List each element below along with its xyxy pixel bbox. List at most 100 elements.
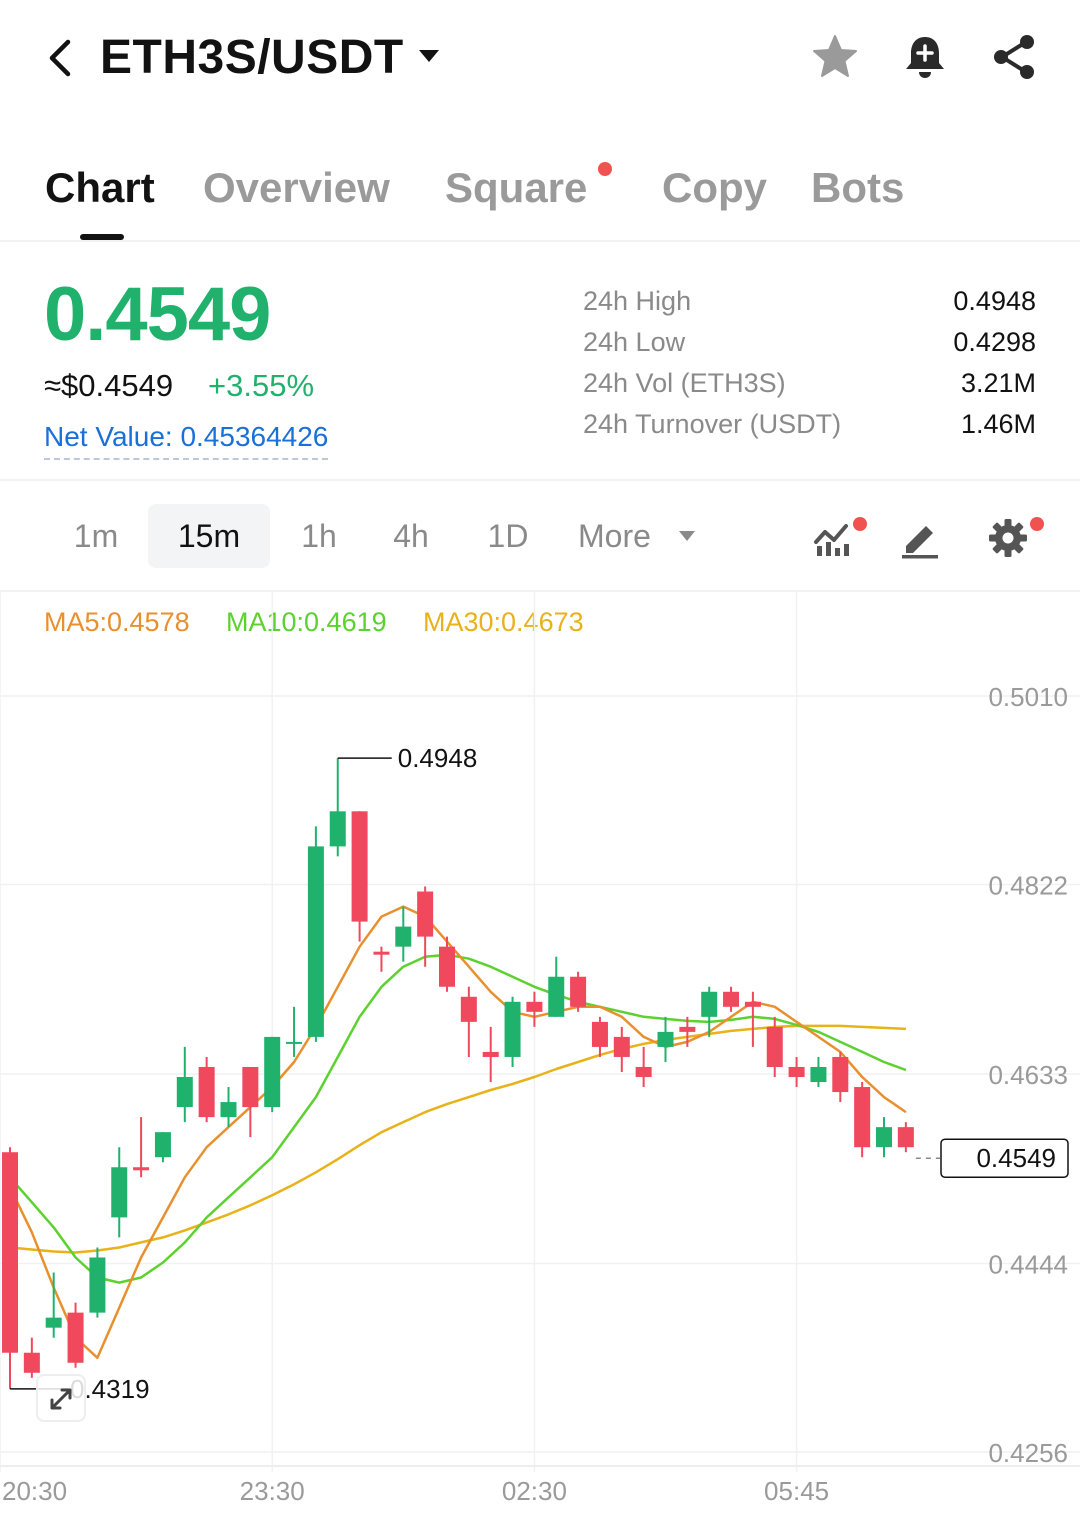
star-icon[interactable] — [810, 32, 860, 82]
y-tick-label: 0.4256 — [988, 1438, 1068, 1468]
candle-body — [417, 891, 434, 937]
candle-body — [744, 1001, 761, 1007]
indicator-icon[interactable] — [812, 516, 856, 560]
candle-body — [723, 991, 740, 1007]
stat-value-volume: 3.21M — [960, 368, 1036, 398]
expand-chart-button[interactable] — [36, 1374, 86, 1422]
candle-body — [2, 1152, 18, 1353]
candle-body — [351, 811, 368, 922]
candle — [67, 1302, 84, 1368]
candle-body — [286, 1041, 303, 1044]
candle-body — [897, 1127, 914, 1148]
last-price-tag — [940, 1138, 1069, 1178]
pair-title[interactable]: ETH3S/USDT — [100, 31, 404, 84]
candle — [591, 1016, 608, 1057]
stat-value-turnover: 1.46M — [960, 409, 1036, 439]
ma5-legend: MA5:0.4578 — [44, 607, 190, 637]
candle-body — [307, 846, 324, 1037]
tab-overview[interactable]: Overview — [203, 164, 390, 211]
dropdown-caret-icon[interactable] — [418, 48, 440, 64]
candle-body — [657, 1031, 674, 1047]
stat-value-low: 0.4298 — [953, 327, 1036, 357]
candle — [679, 1016, 696, 1047]
candle-body — [570, 976, 587, 1007]
interval-4h[interactable]: 4h — [393, 518, 429, 554]
candle-body — [176, 1077, 193, 1108]
tab-bots[interactable]: Bots — [811, 164, 905, 211]
candle-body — [832, 1056, 849, 1093]
candle — [264, 1036, 281, 1113]
candle — [723, 986, 740, 1012]
interval-1m[interactable]: 1m — [73, 518, 119, 554]
candle — [307, 826, 324, 1042]
ma10-legend: MA10:0.4619 — [226, 607, 387, 637]
candle — [329, 758, 346, 857]
candle — [526, 991, 543, 1027]
candle-body — [810, 1066, 827, 1083]
chevron-down-icon[interactable] — [678, 530, 696, 542]
tab-bar: Chart Overview Square Copy Bots — [0, 150, 1080, 242]
tab-chart[interactable]: Chart — [45, 164, 155, 211]
interval-more-button[interactable]: More — [578, 518, 651, 554]
candle — [439, 936, 455, 992]
net-value-link[interactable]: Net Value: 0.45364426 — [44, 418, 329, 460]
candle — [351, 811, 368, 942]
y-tick-label: 0.5010 — [988, 682, 1068, 712]
price-change-percent: +3.55% — [208, 368, 315, 403]
candle-body — [526, 1001, 543, 1012]
ma10-line — [9, 953, 907, 1284]
y-tick-label: 0.4444 — [988, 1250, 1068, 1280]
draw-pencil-icon[interactable] — [898, 516, 942, 560]
candle — [198, 1056, 215, 1123]
settings-gear-icon[interactable] — [986, 516, 1030, 560]
back-icon[interactable] — [40, 36, 84, 80]
tab-square[interactable]: Square — [445, 164, 588, 211]
candle-body — [23, 1352, 40, 1373]
candle-body — [854, 1087, 871, 1148]
candle-body — [460, 996, 477, 1022]
candle — [133, 1117, 150, 1178]
candle — [176, 1046, 193, 1123]
candle — [788, 1056, 805, 1088]
candle-body — [329, 811, 346, 847]
candle — [832, 1051, 849, 1103]
candle-body — [45, 1317, 62, 1328]
candle — [570, 971, 587, 1012]
candle — [701, 986, 718, 1037]
candle — [154, 1132, 171, 1163]
expand-icon — [50, 1388, 72, 1410]
candle — [286, 1006, 303, 1057]
candle-body — [679, 1026, 696, 1032]
candle-body — [701, 991, 718, 1017]
y-tick-label: 0.4822 — [988, 870, 1068, 900]
y-tick-label: 0.4633 — [988, 1060, 1068, 1090]
candle-body — [439, 946, 455, 987]
candle-body — [220, 1102, 237, 1118]
candle — [657, 1016, 674, 1062]
share-icon[interactable] — [990, 32, 1040, 82]
bell-add-icon[interactable] — [900, 32, 950, 82]
last-price: 0.4549 — [44, 272, 271, 357]
ma5-line — [8, 905, 907, 1360]
x-tick-label: 23:30 — [240, 1476, 305, 1506]
candle-body — [395, 926, 412, 947]
candles — [2, 758, 914, 1389]
candle-body — [373, 951, 390, 955]
candle-body — [613, 1036, 630, 1057]
candle — [2, 1147, 18, 1389]
stat-label-low: 24h Low — [583, 327, 686, 357]
notification-dot — [598, 162, 612, 176]
candle — [548, 956, 565, 1017]
candle-body — [591, 1021, 608, 1047]
stat-label-high: 24h High — [583, 286, 692, 316]
interval-15m[interactable]: 15m — [148, 504, 270, 568]
tab-copy[interactable]: Copy — [662, 164, 767, 211]
candle-body — [89, 1257, 106, 1313]
interval-1d[interactable]: 1D — [487, 518, 529, 554]
price-usd: ≈$0.4549 — [44, 368, 174, 403]
indicator-notification-dot — [853, 517, 867, 531]
high-marker-label: 0.4948 — [398, 743, 478, 773]
interval-1h[interactable]: 1h — [301, 518, 337, 554]
candle-body — [111, 1167, 128, 1218]
